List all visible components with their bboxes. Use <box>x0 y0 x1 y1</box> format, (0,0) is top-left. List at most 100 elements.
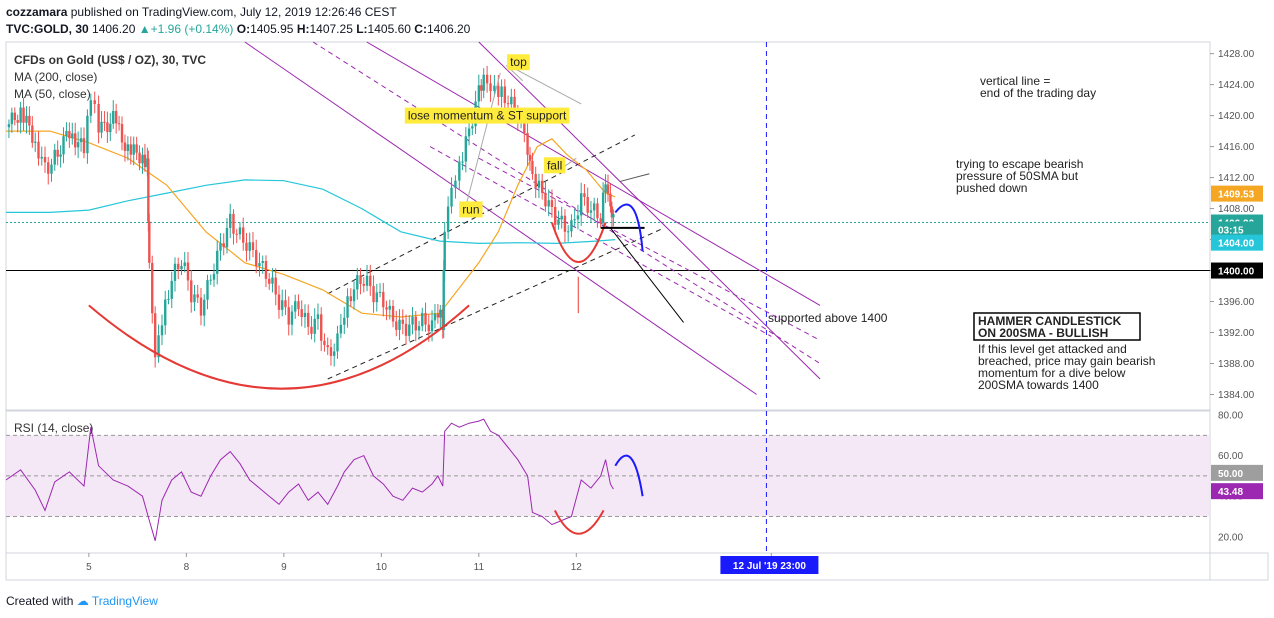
escape-arrow <box>620 173 650 182</box>
candle-body <box>320 314 323 341</box>
candle-body <box>513 96 516 113</box>
candle-body <box>606 184 610 194</box>
candle-body <box>404 323 408 336</box>
candle-body <box>570 220 573 232</box>
candle-body <box>329 347 333 356</box>
candle-body <box>141 154 144 164</box>
high-value: 1407.25 <box>309 22 353 36</box>
candle-body <box>433 313 437 321</box>
top-label-bg <box>507 54 530 71</box>
candle-body <box>229 213 232 228</box>
candle-body <box>206 280 209 300</box>
candle-body <box>97 103 100 133</box>
candle-body <box>225 227 229 248</box>
ma50-price-tag: 1409.53 <box>1218 190 1255 201</box>
candle-body <box>160 325 164 336</box>
author-name[interactable]: cozzamara <box>6 5 68 19</box>
candle-body <box>395 321 398 330</box>
candle-body <box>34 141 37 143</box>
candle-body <box>274 277 277 295</box>
time-tick-label: 11 <box>474 562 485 573</box>
candle-body <box>193 294 196 303</box>
candle-body <box>284 300 287 308</box>
candle-body <box>307 312 310 327</box>
price-pane <box>5 41 1211 411</box>
candle-body <box>79 138 83 143</box>
candle-body <box>209 279 212 281</box>
candle-body <box>106 122 109 133</box>
candle-body <box>378 291 382 293</box>
candle-body <box>173 263 177 281</box>
candle-body <box>391 305 395 322</box>
candle-body <box>599 218 602 223</box>
price-tick-label: 1428.00 <box>1218 49 1255 60</box>
channel-mid-line <box>478 41 821 380</box>
candle-body <box>503 86 507 104</box>
candle-body <box>112 110 115 124</box>
low-label: L: <box>356 22 368 36</box>
candle-body <box>59 154 62 157</box>
candle-body <box>109 123 112 133</box>
rsi-tick-label: 80.00 <box>1218 411 1243 422</box>
candle-body <box>356 275 359 290</box>
candle-body <box>362 283 365 286</box>
escape-note: pressure of 50SMA but <box>956 169 1079 183</box>
candle-body <box>531 160 534 175</box>
candle-body <box>401 319 404 324</box>
tradingview-logo-icon: ☁ <box>76 594 89 608</box>
tradingview-link[interactable]: TradingView <box>91 594 158 608</box>
time-tick-label: 5 <box>86 562 92 573</box>
candle-body <box>68 130 71 139</box>
candle-body <box>369 275 372 287</box>
escape-note: trying to escape bearish <box>956 157 1083 171</box>
rsi-value-tag: 43.48 <box>1218 487 1243 498</box>
candle-body <box>186 262 190 281</box>
rsi-mid-tag-bg <box>1211 464 1263 481</box>
ma50-line <box>6 130 616 318</box>
candle-body <box>461 161 464 163</box>
candle-body <box>255 250 258 267</box>
candle-body <box>563 215 567 232</box>
candle-body <box>40 156 43 159</box>
candle-body <box>604 184 607 193</box>
candle-body <box>316 314 320 319</box>
candle-body <box>313 318 316 334</box>
candle-body <box>382 291 385 308</box>
candle-body <box>294 301 297 312</box>
candle-body <box>493 85 496 92</box>
channel-dashed-1 <box>312 41 821 364</box>
candle-body <box>326 345 329 348</box>
candle-body <box>114 110 118 124</box>
rsi-legend: RSI (14, close) <box>14 421 93 435</box>
symbol-label: TVC:GOLD, 30 <box>6 22 89 36</box>
top-to-lose-arrow <box>507 64 582 105</box>
candle-body <box>430 320 434 332</box>
publish-info: cozzamara published on TradingView.com, … <box>6 5 397 19</box>
support-price-tag-bg <box>1211 262 1263 279</box>
close-value: 1406.20 <box>426 22 471 36</box>
time-tick-label: 8 <box>184 562 190 573</box>
candle-body <box>450 187 453 207</box>
rsi-tick-label: 60.00 <box>1218 451 1243 462</box>
candle-body <box>523 118 526 133</box>
hammer-note: ON 200SMA - BULLISH <box>978 326 1108 340</box>
lose-momentum-label: lose momentum & ST support <box>408 109 567 123</box>
candle-body <box>359 275 362 284</box>
candle-body <box>53 149 56 165</box>
candle-body <box>609 193 612 207</box>
candle-body <box>526 132 529 155</box>
open-value: 1405.95 <box>250 22 294 36</box>
candle-body <box>62 136 65 155</box>
rsi-bottom-arc <box>553 509 605 535</box>
candle-body <box>71 133 74 139</box>
legend-ma200: MA (200, close) <box>14 70 97 84</box>
candle-body <box>540 180 544 193</box>
ma50-price-tag-bg <box>1211 185 1263 202</box>
candle-body <box>143 154 147 168</box>
candle-body <box>222 243 225 248</box>
candle-body <box>129 144 132 155</box>
candle-body <box>442 269 445 330</box>
candle-body <box>117 123 121 125</box>
legend-ma50: MA (50, close) <box>14 87 91 101</box>
